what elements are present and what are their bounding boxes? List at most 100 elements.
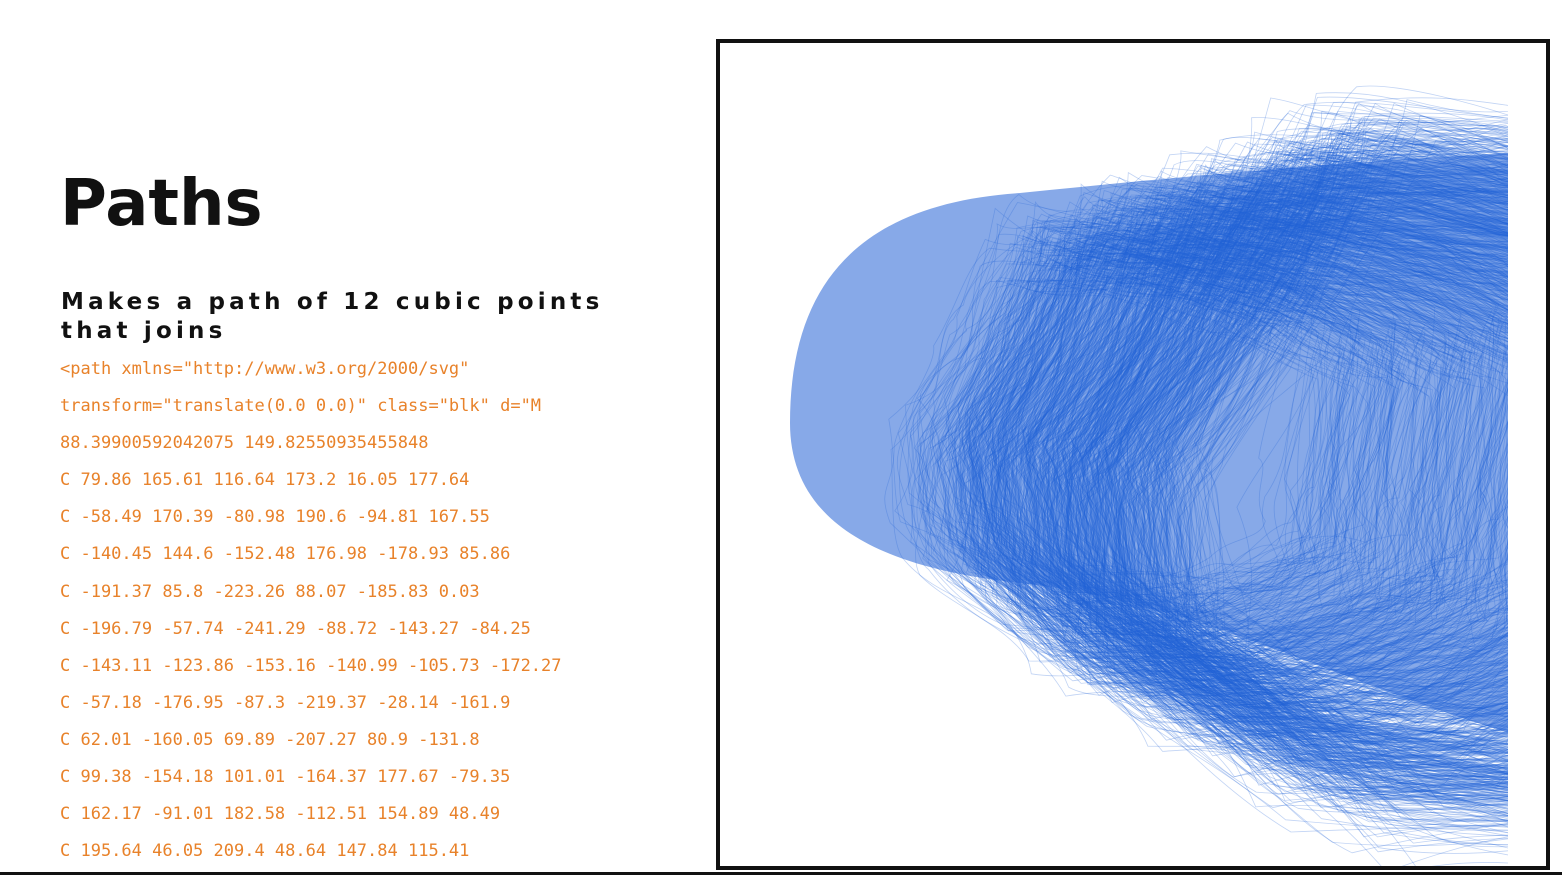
generative-path xyxy=(990,236,1466,700)
generative-path xyxy=(997,198,1508,695)
generative-path xyxy=(967,238,1442,680)
generative-path xyxy=(1154,175,1508,746)
code-line: <path xmlns="http://www.w3.org/2000/svg" xyxy=(60,359,470,379)
generative-path xyxy=(1049,194,1508,727)
generative-path xyxy=(999,183,1508,672)
generative-path xyxy=(1106,154,1508,738)
generative-path xyxy=(1137,163,1508,756)
generative-path xyxy=(1129,156,1508,747)
generative-path xyxy=(958,265,1388,692)
generative-path xyxy=(931,227,1404,673)
generative-path xyxy=(1027,184,1508,707)
code-line: C -140.45 144.6 -152.48 176.98 -178.93 8… xyxy=(60,544,511,565)
generative-path xyxy=(1088,137,1508,798)
generative-path xyxy=(1070,170,1508,755)
generative-path xyxy=(975,262,1434,655)
generative-path xyxy=(1076,177,1508,738)
generative-path xyxy=(1108,181,1508,801)
generative-path xyxy=(1121,178,1508,814)
code-line: C -191.37 85.8 -223.26 88.07 -185.83 0.0… xyxy=(60,581,480,602)
generative-path xyxy=(1143,149,1508,762)
generative-path xyxy=(1183,120,1508,834)
generative-path xyxy=(1006,229,1508,721)
generative-path xyxy=(960,228,1341,602)
generative-path xyxy=(1021,198,1508,672)
generative-path xyxy=(1081,172,1508,758)
generative-path xyxy=(987,215,1483,675)
generative-path xyxy=(975,230,1508,702)
generative-path xyxy=(1152,139,1508,784)
generative-path xyxy=(1065,224,1508,724)
generative-path xyxy=(956,259,1382,653)
generative-path xyxy=(1122,169,1508,811)
generative-path xyxy=(1124,156,1508,773)
generative-path xyxy=(947,219,1373,604)
generative-path xyxy=(1120,132,1508,761)
generative-path xyxy=(971,229,1460,640)
generative-path xyxy=(911,278,1355,657)
generative-path xyxy=(1121,192,1508,772)
generative-path xyxy=(1113,227,1508,782)
generative-path xyxy=(1063,240,1508,718)
generative-path xyxy=(1051,195,1508,727)
generative-path xyxy=(1110,159,1508,752)
generative-path xyxy=(1173,169,1508,831)
generative-path xyxy=(1039,177,1508,709)
generative-path xyxy=(1029,216,1508,723)
generative-path xyxy=(1079,179,1508,784)
generative-path xyxy=(1136,164,1508,735)
generative-path xyxy=(899,207,1302,636)
generative-path xyxy=(1066,182,1508,740)
generative-path xyxy=(1211,166,1508,816)
generative-path xyxy=(1061,216,1508,679)
generative-path xyxy=(1030,259,1508,701)
generative-path xyxy=(1023,221,1508,697)
generative-path xyxy=(1075,196,1508,713)
generative-path xyxy=(1019,240,1508,680)
generative-path xyxy=(992,201,1508,660)
generative-path xyxy=(1120,111,1508,787)
generative-path xyxy=(1125,157,1508,731)
generative-path xyxy=(1128,211,1508,797)
generative-path xyxy=(1116,140,1508,754)
generative-path xyxy=(1025,224,1458,652)
generative-path xyxy=(1011,212,1508,734)
generative-path xyxy=(1134,122,1508,788)
generative-path xyxy=(1177,179,1508,805)
generative-path xyxy=(994,269,1508,691)
generative-path xyxy=(1005,162,1508,716)
generative-path xyxy=(1132,201,1508,796)
generative-path xyxy=(1049,185,1508,788)
generative-path xyxy=(1115,198,1508,761)
generative-path xyxy=(1086,129,1508,757)
generative-path xyxy=(1047,180,1508,659)
generative-path xyxy=(1126,133,1508,828)
generative-path xyxy=(1103,165,1508,790)
generative-path xyxy=(1066,212,1508,721)
generative-path xyxy=(1042,236,1508,702)
generative-path xyxy=(1169,118,1508,785)
generative-path xyxy=(1051,142,1508,779)
generative-path xyxy=(1006,222,1508,722)
generative-path xyxy=(1011,255,1427,686)
generative-path xyxy=(1046,177,1508,778)
generative-path xyxy=(1036,212,1508,727)
code-line: C -58.49 170.39 -80.98 190.6 -94.81 167.… xyxy=(60,507,490,528)
generative-path xyxy=(998,289,1376,671)
generative-path xyxy=(1068,184,1508,738)
generative-path xyxy=(988,231,1508,666)
generative-path xyxy=(1037,218,1508,763)
generative-path xyxy=(1132,130,1508,796)
generative-path xyxy=(1078,243,1508,725)
generative-path xyxy=(1025,230,1508,748)
generative-path xyxy=(968,208,1508,648)
generative-path xyxy=(959,221,1466,641)
generative-path xyxy=(1157,99,1508,796)
generative-path xyxy=(1152,134,1508,812)
generative-path xyxy=(999,234,1508,663)
generative-path xyxy=(959,233,1508,644)
generative-path xyxy=(948,255,1409,638)
generative-path xyxy=(1128,173,1508,792)
generative-path xyxy=(1190,143,1508,765)
generative-path xyxy=(1153,185,1508,746)
